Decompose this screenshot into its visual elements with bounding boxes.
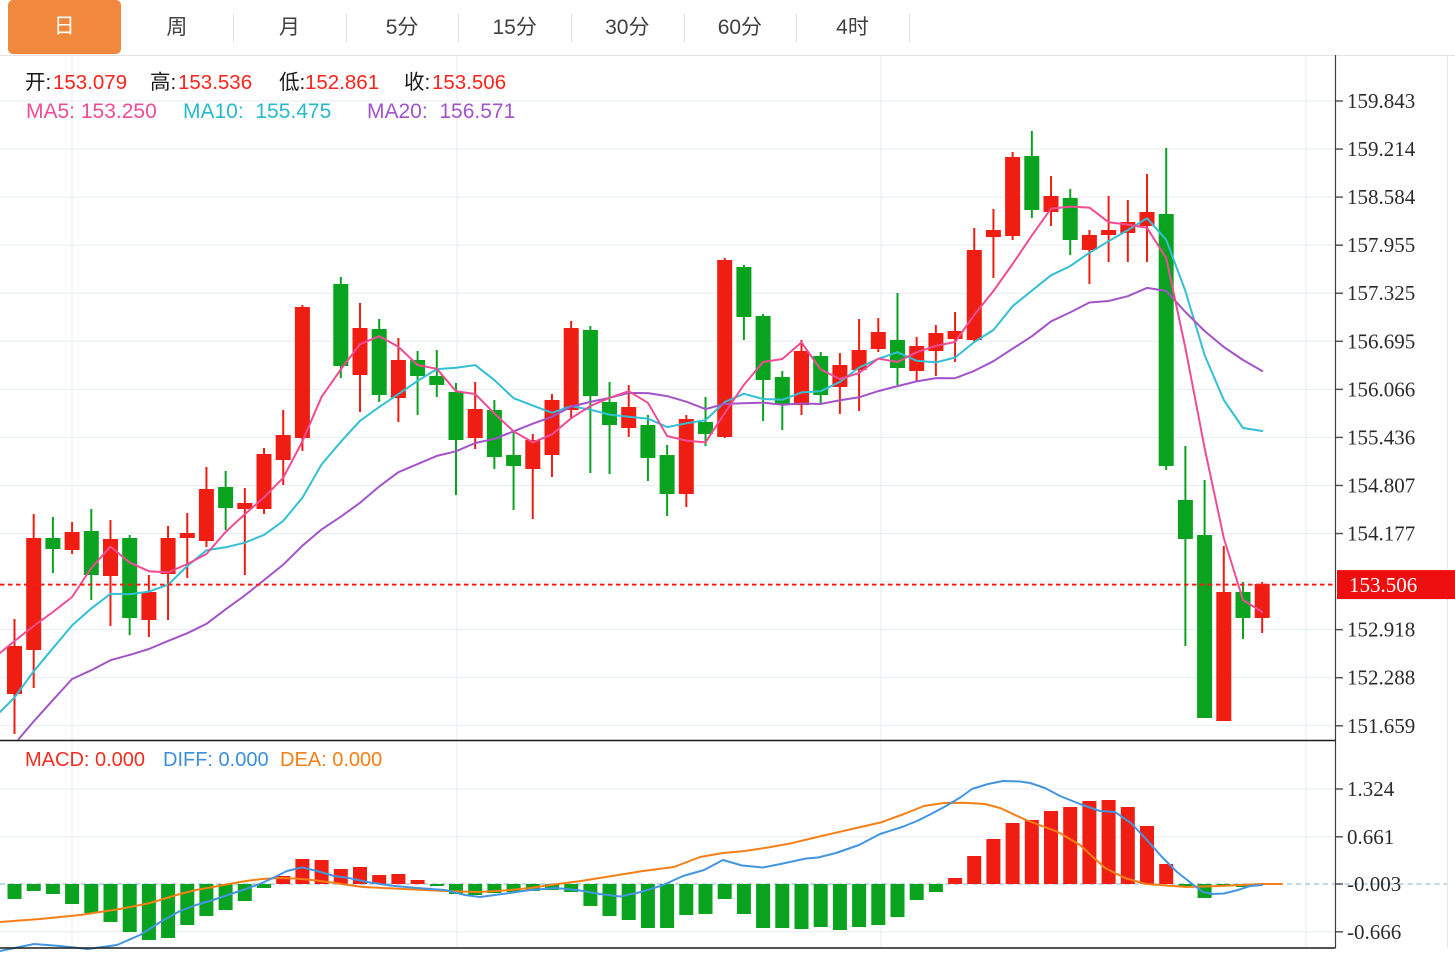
svg-text:154.807: 154.807 [1347, 473, 1415, 497]
svg-text:155.436: 155.436 [1347, 425, 1415, 449]
svg-text:MACD: 0.000: MACD: 0.000 [25, 749, 145, 771]
svg-text:-0.666: -0.666 [1347, 920, 1401, 944]
svg-text:158.584: 158.584 [1347, 185, 1416, 209]
svg-text:151.659: 151.659 [1347, 714, 1415, 738]
svg-text:152.288: 152.288 [1347, 666, 1415, 690]
svg-text:159.843: 159.843 [1347, 89, 1415, 113]
svg-text:0.661: 0.661 [1347, 825, 1394, 849]
svg-text:159.214: 159.214 [1347, 137, 1416, 161]
svg-text:低:: 低: [279, 71, 305, 94]
svg-text:MA5: 153.250: MA5: 153.250 [26, 100, 157, 123]
svg-text:153.536: 153.536 [178, 71, 252, 94]
svg-text:收:: 收: [404, 71, 430, 94]
svg-text:153.506: 153.506 [1349, 573, 1417, 597]
svg-text:开:: 开: [25, 71, 51, 94]
svg-text:DIFF: 0.000: DIFF: 0.000 [163, 749, 269, 771]
svg-text:1.324: 1.324 [1347, 777, 1395, 801]
svg-text:157.325: 157.325 [1347, 281, 1415, 305]
svg-text:153.506: 153.506 [432, 71, 506, 94]
svg-text:DEA: 0.000: DEA: 0.000 [280, 749, 382, 771]
svg-text:152.861: 152.861 [305, 71, 379, 94]
svg-text:156.695: 156.695 [1347, 329, 1415, 353]
svg-text:高:: 高: [150, 71, 176, 94]
svg-text:154.177: 154.177 [1347, 522, 1415, 546]
svg-text:153.079: 153.079 [53, 71, 127, 94]
svg-text:MA10: 155.475: MA10: 155.475 [183, 100, 331, 123]
svg-text:-0.003: -0.003 [1347, 872, 1401, 896]
svg-text:152.918: 152.918 [1347, 618, 1415, 642]
svg-text:156.066: 156.066 [1347, 377, 1415, 401]
svg-text:MA20: 156.571: MA20: 156.571 [367, 100, 515, 123]
svg-text:157.955: 157.955 [1347, 233, 1415, 257]
